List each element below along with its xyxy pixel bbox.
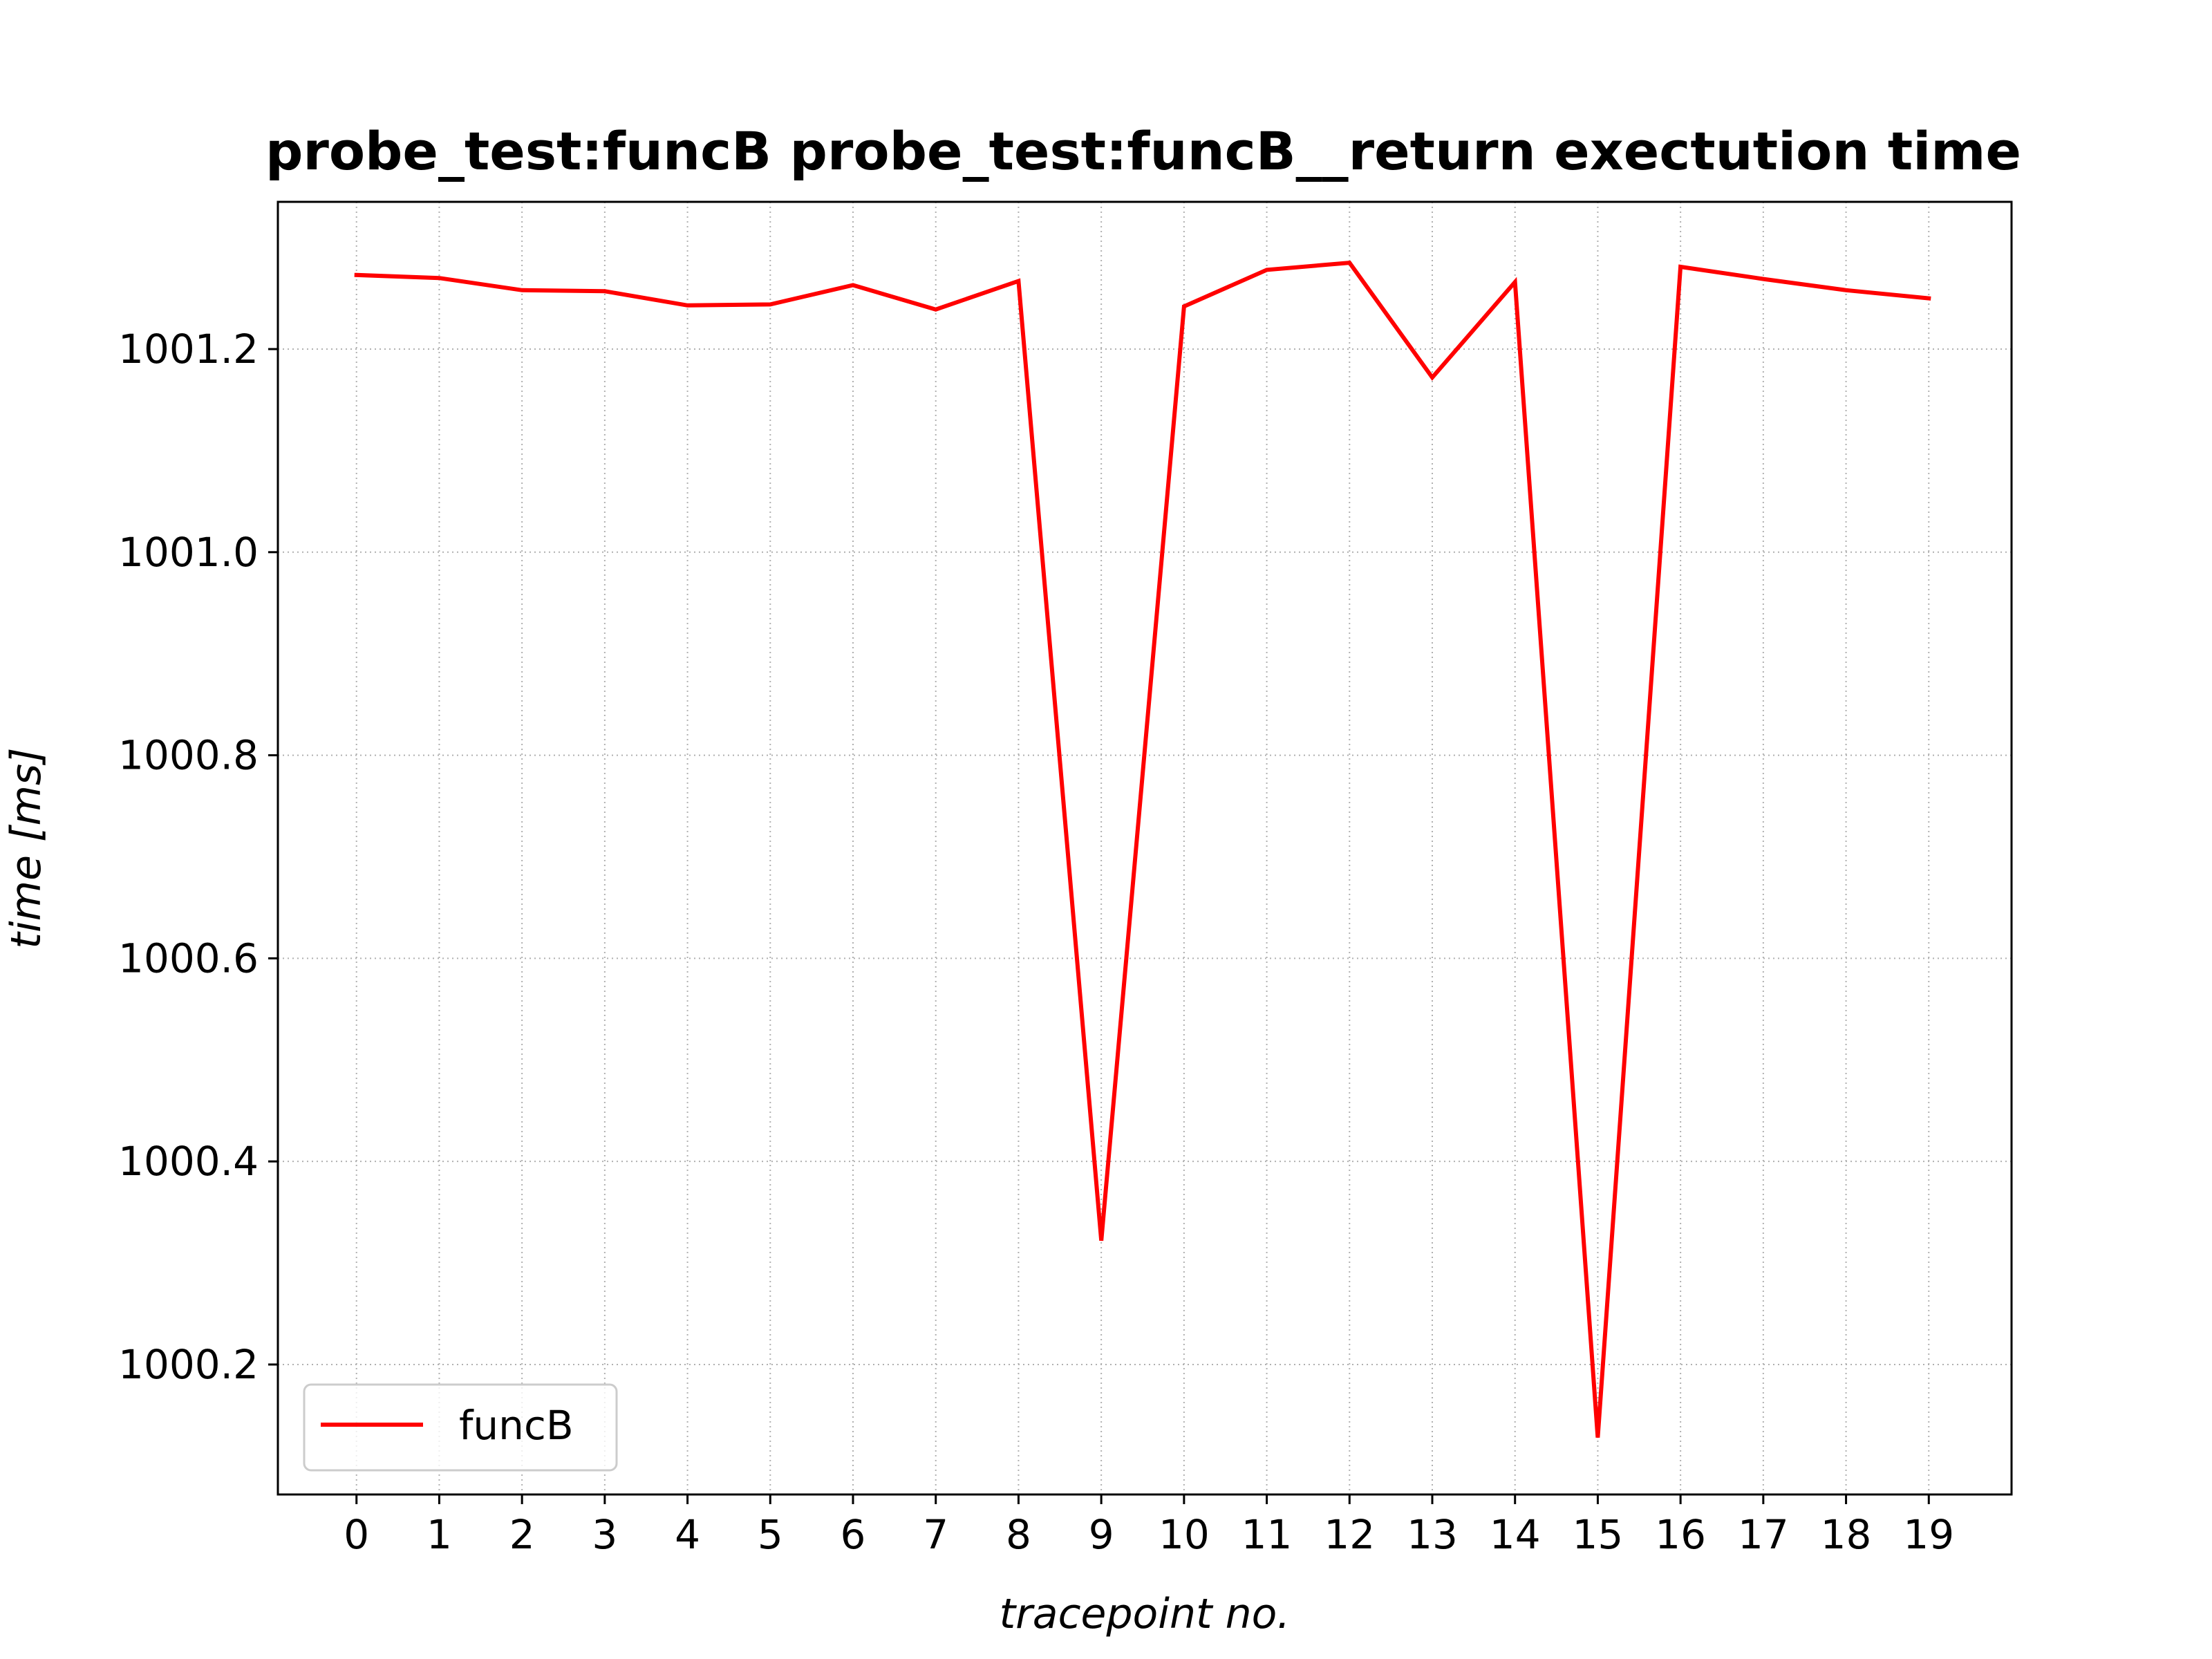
data-point <box>604 290 606 292</box>
x-tick-label: 0 <box>344 1511 369 1558</box>
x-tick-label: 1 <box>427 1511 452 1558</box>
x-tick-label: 5 <box>758 1511 783 1558</box>
x-tick-label: 14 <box>1490 1511 1541 1558</box>
x-tick-label: 7 <box>923 1511 948 1558</box>
series-line-funcB <box>354 260 1931 1438</box>
x-axis-label: tracepoint no. <box>1000 1590 1291 1638</box>
data-point <box>1680 266 1681 268</box>
y-tick-label: 1000.4 <box>118 1138 259 1185</box>
y-axis-label: time [ms] <box>2 747 50 948</box>
legend-box <box>303 1383 618 1472</box>
data-point <box>438 277 440 279</box>
x-tick-label: 12 <box>1324 1511 1375 1558</box>
y-tick-label: 1000.2 <box>118 1341 259 1388</box>
data-point <box>1597 1437 1598 1438</box>
plot-area-frame <box>276 200 2013 1496</box>
x-tick-label: 16 <box>1655 1511 1706 1558</box>
x-tick-label: 11 <box>1241 1511 1293 1558</box>
legend-label-funcB: funcB <box>459 1402 574 1449</box>
x-tick-label: 4 <box>675 1511 700 1558</box>
y-tick-label: 1000.6 <box>118 935 259 982</box>
data-point <box>935 309 937 310</box>
x-tick-label: 15 <box>1573 1511 1624 1558</box>
legend: funcB <box>303 1383 618 1472</box>
data-point <box>1432 377 1433 378</box>
axis-ticks: 0 1 2 3 4 5 6 7 8 9 10 11 12 13 14 15 16 17 18 191000.21000… <box>118 326 1954 1558</box>
data-point <box>687 305 688 306</box>
y-tick-label: 1001.0 <box>118 529 259 576</box>
series-layer <box>354 260 1931 1438</box>
chart-title: probe_test:funcB probe_test:funcB__retur… <box>265 120 2021 182</box>
data-point <box>1100 1240 1102 1241</box>
x-tick-label: 3 <box>592 1511 617 1558</box>
x-tick-label: 8 <box>1006 1511 1031 1558</box>
x-tick-label: 9 <box>1089 1511 1114 1558</box>
y-tick-label: 1000.8 <box>118 732 259 779</box>
x-tick-label: 13 <box>1407 1511 1458 1558</box>
data-point <box>769 303 771 305</box>
data-point <box>1183 306 1185 307</box>
data-point <box>356 274 357 276</box>
y-tick-label: 1001.2 <box>118 326 259 373</box>
x-tick-label: 10 <box>1159 1511 1210 1558</box>
x-tick-label: 17 <box>1738 1511 1789 1558</box>
x-tick-label: 19 <box>1903 1511 1954 1558</box>
x-tick-label: 2 <box>509 1511 535 1558</box>
x-tick-label: 18 <box>1821 1511 1872 1558</box>
x-tick-label: 6 <box>841 1511 866 1558</box>
